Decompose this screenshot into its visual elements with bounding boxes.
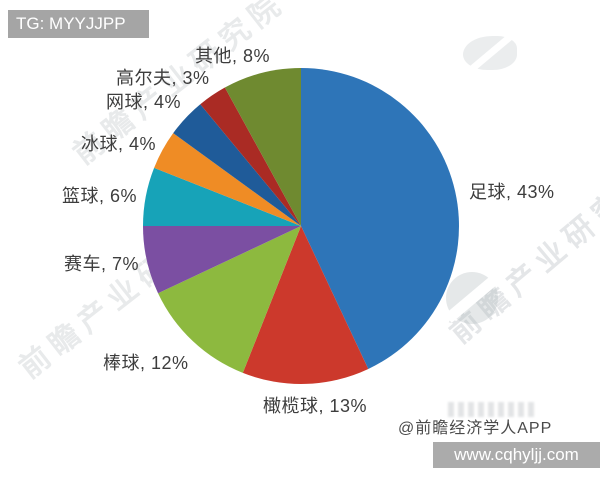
pie-label-rugby: 橄榄球, 13% [263,396,368,416]
pie-label-icehockey: 冰球, 4% [81,134,157,154]
pie-slice-赛车 [143,226,301,294]
pie-label-racing: 赛车, 7% [64,254,140,274]
pie-label-golf: 高尔夫, 3% [116,68,210,88]
pie-slice-足球 [301,68,459,369]
pie-label-tennis: 网球, 4% [106,92,182,112]
bottom-watermark-banner: www.cqhyljj.com [433,442,600,468]
pie-slice-网球 [173,104,301,226]
pie-label-football: 足球, 43% [469,182,555,202]
pie-label-baseball: 棒球, 12% [103,353,189,373]
pie-slice-其他 [224,67,301,226]
pie-label-other: 其他, 8% [195,46,271,66]
pie-slice-篮球 [143,167,301,226]
pie-slice-高尔夫 [200,87,301,226]
pie-slice-棒球 [158,226,301,373]
pie-label-basketball: 篮球, 6% [62,186,138,206]
pie-slice-橄榄球 [242,226,369,384]
top-watermark-banner: TG: MYYJJPP [8,10,149,38]
source-credit: @前瞻经济学人APP [398,420,553,437]
pie-slice-冰球 [154,133,301,226]
